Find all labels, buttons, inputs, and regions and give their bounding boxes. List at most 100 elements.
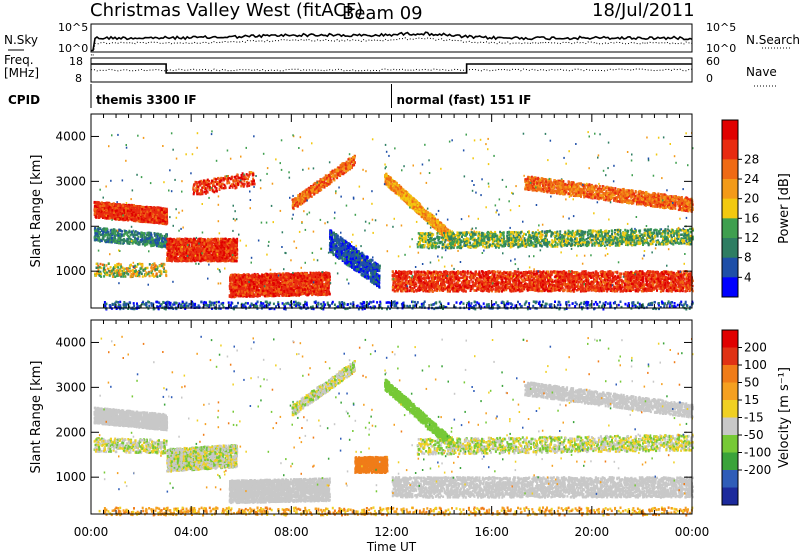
power-cell: [106, 271, 108, 274]
power-cell: [109, 274, 111, 277]
power-cell: [171, 240, 173, 243]
power-cell: [130, 238, 132, 241]
power-cell: [213, 257, 215, 260]
power-cell: [95, 238, 97, 241]
summary-plot: 10^510^010^510^0N.Sky N.Search188600Freq.…: [0, 0, 800, 554]
power-cell: [117, 232, 119, 235]
power-cell: [214, 239, 216, 242]
power-cell: [157, 242, 159, 245]
power-cell: [219, 259, 221, 262]
power-cell: [209, 245, 211, 248]
power-cell: [205, 243, 207, 246]
power-cell: [96, 233, 98, 236]
power-cell: [141, 232, 143, 235]
power-cell: [111, 230, 113, 233]
power-cell: [146, 232, 148, 235]
power-cell: [165, 218, 167, 221]
nave-line: [91, 69, 692, 71]
power-cell: [131, 233, 133, 236]
power-cell: [94, 205, 96, 208]
power-cell: [138, 220, 140, 223]
power-cell: [141, 273, 143, 276]
power-cell: [211, 254, 213, 257]
power-cell: [208, 252, 210, 255]
freq-line: [91, 64, 692, 73]
power-cell: [161, 214, 163, 217]
power-cell: [157, 235, 159, 238]
power-cell: [107, 215, 109, 218]
power-cell: [216, 246, 218, 249]
power-cell: [132, 214, 134, 217]
power-cell: [95, 216, 97, 219]
power-cell: [175, 260, 177, 263]
power-cell: [114, 276, 116, 279]
power-cell: [103, 267, 105, 270]
power-cell: [162, 237, 164, 240]
power-cell: [146, 211, 148, 214]
power-cell: [135, 214, 137, 217]
power-cell: [203, 246, 205, 249]
power-cell: [199, 238, 201, 241]
power-cell: [147, 215, 149, 218]
power-cell: [232, 260, 234, 263]
power-cell: [164, 241, 166, 244]
power-cell: [207, 260, 209, 263]
power-cell: [131, 206, 133, 209]
power-cell: [212, 239, 214, 242]
power-cell: [188, 240, 190, 243]
power-cell: [150, 221, 152, 224]
power-cell: [158, 245, 160, 248]
power-cell: [102, 264, 104, 267]
power-cell: [191, 239, 193, 242]
power-cell: [144, 237, 146, 240]
power-cell: [196, 247, 198, 250]
power-cell: [223, 254, 225, 257]
power-cell: [127, 269, 129, 272]
power-cell: [118, 242, 120, 245]
power-cell: [101, 201, 103, 204]
power-cell: [105, 264, 107, 267]
power-cell: [135, 207, 137, 210]
power-cell: [199, 257, 201, 260]
power-cell: [122, 205, 124, 208]
power-cell: [231, 242, 233, 245]
power-cell: [186, 238, 188, 241]
power-cell: [100, 275, 102, 278]
power-cell: [123, 209, 125, 212]
power-cell: [226, 256, 228, 259]
power-cell: [209, 241, 211, 244]
power-cell: [206, 252, 208, 255]
power-cell: [107, 240, 109, 243]
power-cell: [226, 251, 228, 254]
power-cell: [115, 207, 117, 210]
power-cell: [137, 214, 139, 217]
power-cell: [118, 272, 120, 275]
power-cell: [201, 243, 203, 246]
power-cell: [168, 259, 170, 262]
power-cell: [224, 238, 226, 241]
power-cell: [133, 204, 135, 207]
power-cell: [112, 215, 114, 218]
power-cell: [114, 218, 116, 221]
power-cell: [162, 219, 164, 222]
power-cell: [161, 270, 163, 273]
power-cell: [130, 264, 132, 267]
power-cell: [143, 232, 145, 235]
power-cell: [175, 247, 177, 250]
power-cell: [102, 208, 104, 211]
power-cell: [134, 270, 136, 273]
power-cell: [99, 205, 101, 208]
power-cell: [165, 270, 167, 273]
power-cell: [142, 216, 144, 219]
power-cell: [173, 244, 175, 247]
power-cell: [138, 232, 140, 235]
power-cell: [170, 243, 172, 246]
power-cell: [152, 215, 154, 218]
power-cell: [156, 268, 158, 271]
power-cell: [154, 265, 156, 268]
power-cell: [109, 217, 111, 220]
power-cell: [99, 227, 101, 230]
power-cell: [128, 213, 130, 216]
power-cell: [217, 243, 219, 246]
power-cell: [193, 238, 195, 241]
